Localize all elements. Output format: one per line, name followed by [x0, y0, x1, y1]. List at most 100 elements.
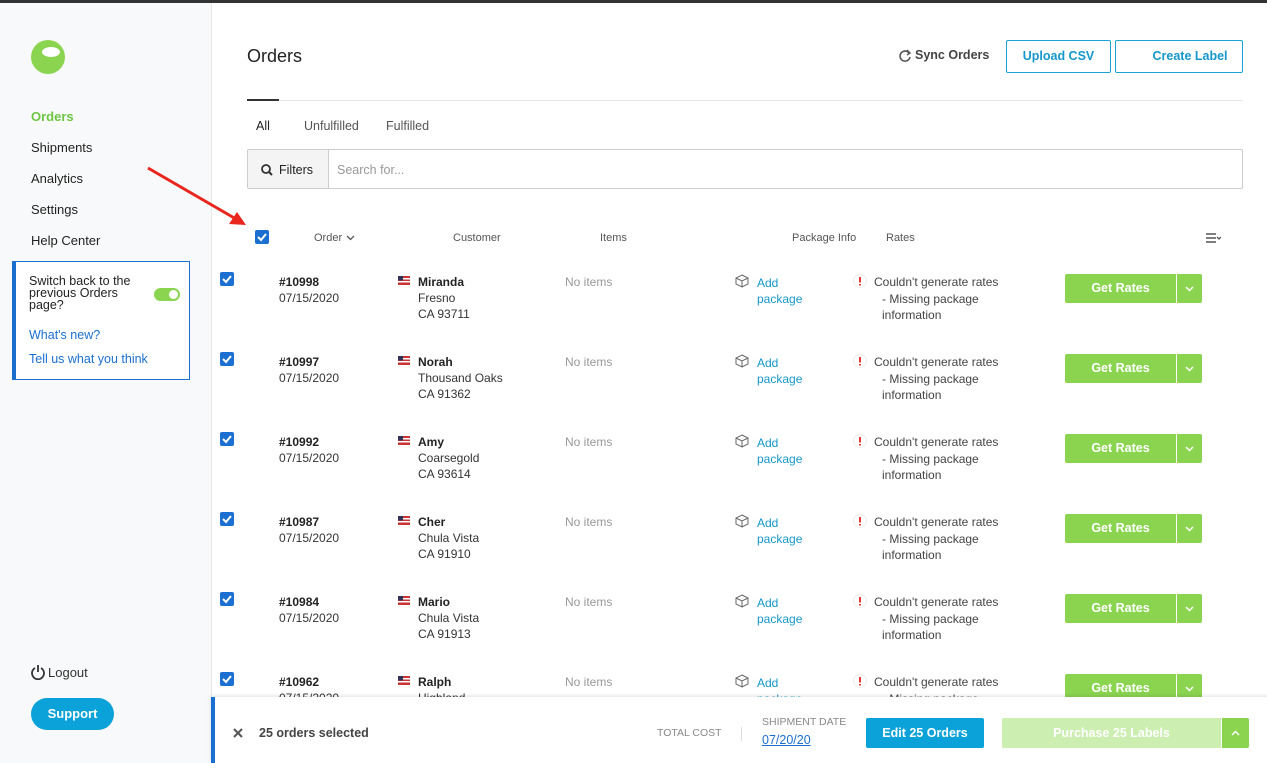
toggle[interactable] — [154, 288, 180, 301]
get-rates-dropdown[interactable] — [1177, 274, 1202, 303]
us-flag — [398, 356, 410, 365]
customer-city: Chula Vista — [418, 611, 480, 625]
warning-icon — [853, 594, 867, 608]
package-icon — [735, 594, 749, 608]
total-cost-label: TOTAL COST — [657, 727, 722, 739]
sync-orders[interactable]: Sync Orders — [915, 48, 990, 62]
get-rates-button[interactable]: Get Rates — [1065, 434, 1176, 463]
get-rates-dropdown[interactable] — [1177, 434, 1202, 463]
customer-city: Chula Vista — [418, 531, 480, 545]
rates-error: Couldn't generate rates — [874, 675, 999, 689]
column-header[interactable]: Package Info — [792, 232, 857, 244]
row-checkbox[interactable] — [220, 352, 234, 366]
add-package-link[interactable]: Add package — [757, 276, 803, 306]
close-icon[interactable] — [233, 728, 243, 738]
nav-item[interactable]: Orders — [31, 109, 74, 124]
order-number[interactable]: #10998 — [279, 275, 320, 289]
customer-zip: CA 91362 — [418, 387, 471, 401]
order-number[interactable]: #10962 — [279, 675, 320, 689]
chevron — [1185, 606, 1194, 612]
column-header[interactable]: Rates — [886, 232, 915, 244]
select-all-checkbox[interactable] — [255, 230, 269, 244]
logo — [31, 40, 65, 74]
get-rates-button[interactable]: Get Rates — [1065, 274, 1176, 303]
row-checkbox[interactable] — [220, 432, 234, 446]
order-number[interactable]: #10992 — [279, 435, 320, 449]
row-checkbox[interactable] — [220, 272, 234, 286]
us-flag — [398, 436, 410, 445]
columns-menu-icon[interactable] — [1205, 232, 1221, 244]
customer-name: Cher — [418, 515, 446, 529]
tab-indicator — [247, 99, 279, 101]
nav-item[interactable]: Settings — [31, 202, 78, 217]
rates-error: Couldn't generate rates — [874, 275, 999, 289]
nav-item[interactable]: Analytics — [31, 171, 84, 186]
get-rates-dropdown[interactable] — [1177, 354, 1202, 383]
support-button[interactable]: Support — [31, 698, 114, 730]
check — [222, 595, 232, 604]
upload-csv-button[interactable]: Upload CSV — [1006, 40, 1111, 73]
add-package-link[interactable]: Add package — [757, 356, 803, 386]
add-package-link[interactable]: Add package — [757, 516, 803, 546]
us-flag — [398, 516, 410, 525]
package-icon — [735, 514, 749, 528]
order-number[interactable]: #10997 — [279, 355, 320, 369]
nav-item[interactable]: Shipments — [31, 140, 93, 155]
customer-zip: CA 91910 — [418, 547, 471, 561]
create-label-button[interactable]: Create Label — [1115, 40, 1243, 73]
tab[interactable]: Fulfilled — [386, 119, 430, 133]
order-date: 07/15/2020 — [279, 291, 340, 305]
rates-error: Couldn't generate rates — [874, 435, 999, 449]
get-rates-button[interactable]: Get Rates — [1065, 354, 1176, 383]
nav-item[interactable]: Help Center — [31, 233, 101, 248]
warning-icon — [853, 434, 867, 448]
rates-reason: - Missing package information — [882, 612, 979, 642]
customer-city: Fresno — [418, 291, 456, 305]
filters-button[interactable]: Filters — [248, 150, 329, 188]
customer-zip: CA 93614 — [418, 467, 471, 481]
tab[interactable]: Unfulfilled — [304, 119, 359, 133]
get-rates-dropdown[interactable] — [1177, 514, 1202, 543]
row-checkbox[interactable] — [220, 512, 234, 526]
search-placeholder[interactable]: Search for... — [337, 163, 405, 177]
logout-link[interactable]: Logout — [48, 665, 88, 680]
row-checkbox[interactable] — [220, 592, 234, 606]
purchase-dropdown[interactable] — [1222, 718, 1249, 748]
get-rates-dropdown[interactable] — [1177, 594, 1202, 623]
switch-link[interactable]: Tell us what you think — [29, 352, 148, 366]
column-header[interactable]: Order — [314, 232, 343, 244]
order-number[interactable]: #10984 — [279, 595, 320, 609]
order-date: 07/15/2020 — [279, 531, 340, 545]
chevron-up — [1231, 730, 1240, 736]
switch-link[interactable]: What's new? — [29, 328, 101, 342]
footer-bar: 25 orders selected TOTAL COST SHIPMENT DAT… — [211, 697, 1267, 763]
get-rates-button[interactable]: Get Rates — [1065, 514, 1176, 543]
order-date: 07/15/2020 — [279, 451, 340, 465]
switch-box: Switch back to the previous Orders page?… — [12, 261, 190, 380]
add-package-link[interactable]: Add package — [757, 436, 803, 466]
package-icon — [735, 274, 749, 288]
order-date: 07/15/2020 — [279, 611, 340, 625]
order-date: 07/15/2020 — [279, 371, 340, 385]
shipment-date[interactable]: 07/20/20 — [762, 733, 811, 747]
column-header[interactable]: Items — [600, 232, 627, 244]
get-rates-button[interactable]: Get Rates — [1065, 594, 1176, 623]
rates-reason: - Missing package information — [882, 372, 979, 402]
customer-zip: CA 93711 — [418, 307, 470, 321]
package-icon — [735, 674, 749, 688]
column-header[interactable]: Customer — [453, 232, 501, 244]
us-flag — [398, 596, 410, 605]
add-package-link[interactable]: Add package — [757, 596, 803, 626]
search-box: Filters Search for... — [247, 149, 1243, 189]
chevron — [1185, 446, 1194, 452]
row-checkbox[interactable] — [220, 672, 234, 686]
purchase-labels-button[interactable]: Purchase 25 Labels — [1002, 718, 1221, 748]
check — [222, 675, 232, 684]
order-number[interactable]: #10987 — [279, 515, 320, 529]
warning-icon — [853, 514, 867, 528]
sidebar: Orders Shipments Analytics Settings Help Cen… — [0, 3, 212, 763]
tab[interactable]: All — [256, 119, 270, 133]
edit-orders-button[interactable]: Edit 25 Orders — [866, 718, 984, 748]
customer-name: Mario — [418, 595, 451, 609]
rates-reason: - Missing package information — [882, 452, 979, 482]
